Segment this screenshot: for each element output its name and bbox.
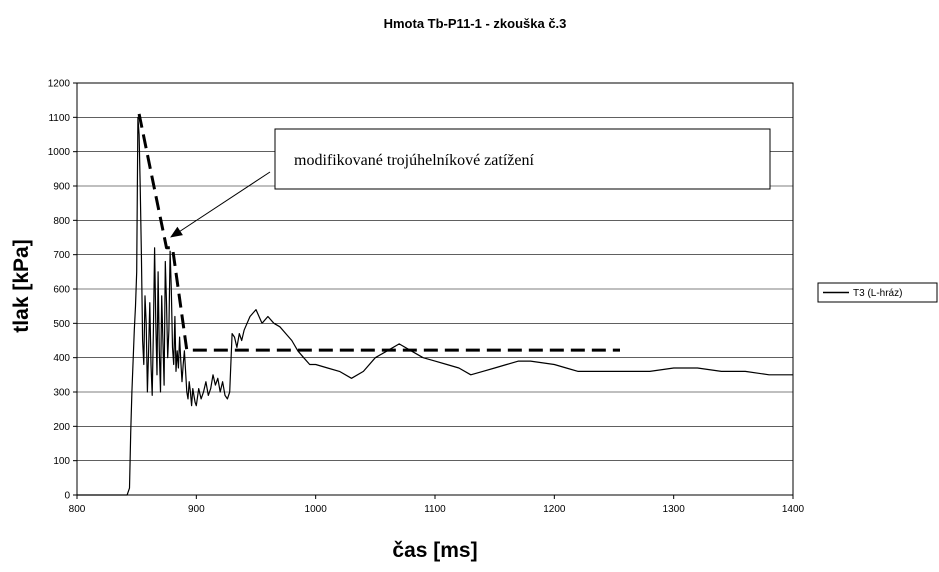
x-tick-label: 1100 (424, 504, 446, 515)
y-tick-label: 200 (53, 422, 70, 433)
x-tick-label: 900 (188, 504, 205, 515)
y-tick-label: 300 (53, 388, 70, 399)
y-tick-label: 400 (53, 353, 70, 364)
x-tick-label: 800 (69, 504, 86, 515)
y-tick-label: 900 (53, 182, 70, 193)
y-tick-label: 800 (53, 216, 70, 227)
y-tick-label: 500 (53, 319, 70, 330)
plot-area: 0 100 200 300 400 500 600 700 800 900 1000 1100 1200… (48, 79, 938, 515)
annotation-arrow-line (177, 171, 271, 233)
x-axis-label: čas [ms] (392, 539, 477, 562)
chart-title: Hmota Tb-P11-1 - zkouška č.3 (384, 16, 567, 31)
x-tick-label: 1300 (663, 504, 686, 515)
x-tick-label: 1200 (543, 504, 566, 515)
y-tick-label: 0 (64, 491, 70, 502)
y-tick-label: 1000 (48, 147, 71, 158)
y-axis-label: tlak [kPa] (10, 239, 33, 332)
y-tick-label: 1200 (48, 79, 71, 90)
y-tick-label: 700 (53, 250, 70, 261)
y-tick-label: 600 (53, 285, 70, 296)
legend-label: T3 (L-hráz) (853, 288, 902, 299)
x-tick-label: 1400 (782, 504, 805, 515)
x-tick-label: 1000 (305, 504, 328, 515)
y-tick-label: 100 (53, 456, 70, 467)
series-line-0 (77, 116, 793, 496)
series-dashed-line (137, 113, 620, 352)
annotation-text: modifikované trojúhelníkové zatížení (294, 152, 534, 169)
annotation-box (274, 128, 771, 190)
annotation-arrow-head (170, 226, 183, 238)
y-tick-label: 1100 (48, 113, 70, 124)
legend-box (817, 282, 938, 303)
